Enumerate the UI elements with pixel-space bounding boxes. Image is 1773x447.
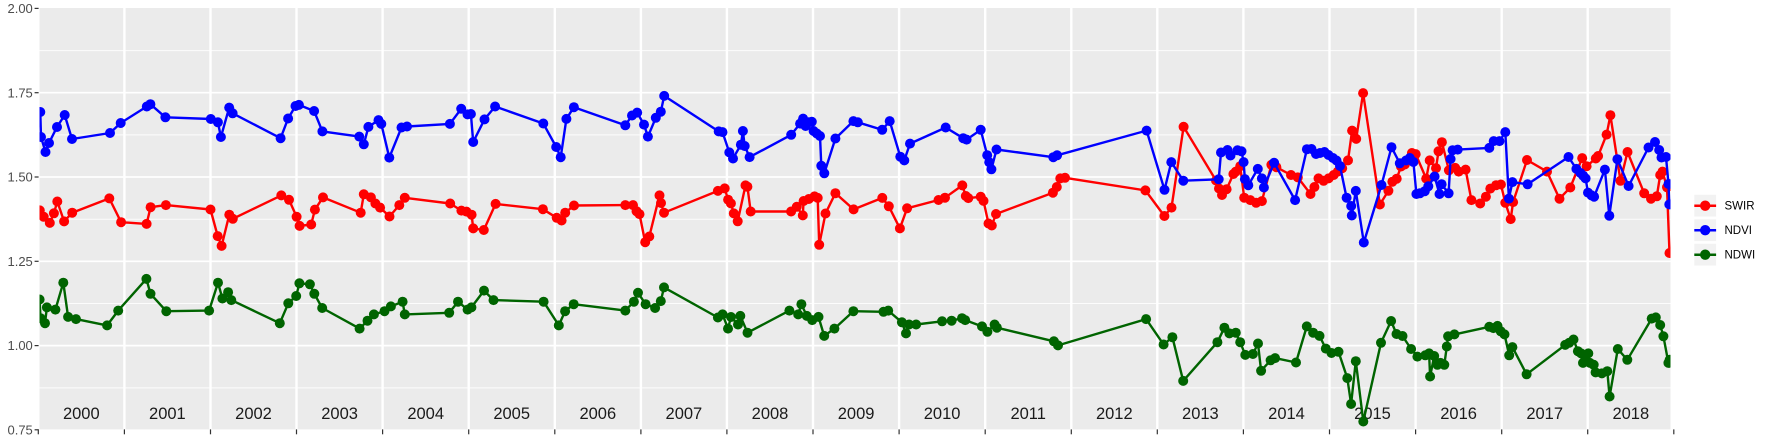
svg-text:0.75: 0.75 [7,422,32,437]
svg-text:2016: 2016 [1440,405,1477,423]
svg-text:2017: 2017 [1526,405,1563,423]
svg-text:2010: 2010 [924,405,961,423]
svg-text:2005: 2005 [493,405,530,423]
svg-text:2008: 2008 [752,405,789,423]
svg-text:2018: 2018 [1612,405,1649,423]
svg-text:2006: 2006 [579,405,616,423]
svg-text:2012: 2012 [1096,405,1133,423]
svg-text:2.00: 2.00 [7,1,32,16]
svg-text:2003: 2003 [321,405,358,423]
svg-text:1.50: 1.50 [7,170,32,185]
svg-text:2014: 2014 [1268,405,1305,423]
svg-text:2009: 2009 [838,405,875,423]
svg-text:2007: 2007 [666,405,703,423]
svg-text:NDVI: NDVI [1725,225,1752,237]
svg-text:NDWI: NDWI [1725,250,1756,262]
svg-text:2013: 2013 [1182,405,1219,423]
svg-text:2011: 2011 [1010,405,1045,423]
svg-text:1.75: 1.75 [7,85,32,100]
svg-text:1.00: 1.00 [7,338,32,353]
svg-text:1.25: 1.25 [7,254,32,269]
svg-text:SWIR: SWIR [1725,201,1755,213]
svg-text:2004: 2004 [407,405,444,423]
svg-text:2000: 2000 [63,405,100,423]
svg-text:2001: 2001 [149,405,186,423]
svg-text:2002: 2002 [235,405,272,423]
